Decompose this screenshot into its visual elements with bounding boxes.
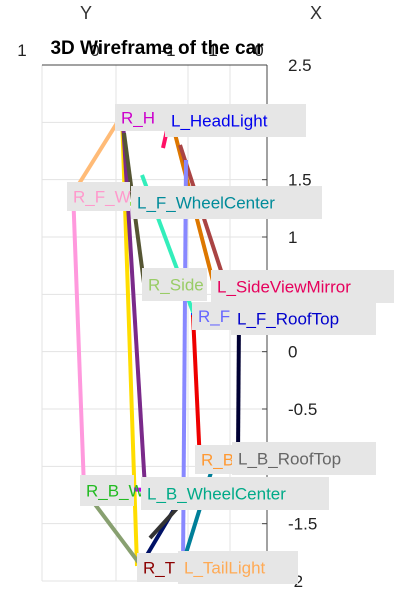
wireframe-segment-1: [75, 113, 124, 189]
point-label-bg: [165, 104, 306, 137]
z-tick-label: 1.5: [288, 171, 312, 190]
point-label-bg: [192, 302, 232, 330]
point-label-bg: [195, 445, 236, 474]
point-label: R_Side: [148, 276, 204, 295]
wireframe-segment-18: [92, 501, 141, 565]
point-label-bg: [131, 186, 322, 219]
point-label: L_TailLight: [184, 559, 266, 578]
point-label: R_F_W: [73, 188, 131, 207]
point-label-bg: [178, 551, 298, 584]
z-tick-label: -1.5: [288, 515, 317, 534]
chart-title: 3D Wireframe of the car: [50, 38, 264, 59]
top-tick-label: 1: [208, 41, 217, 60]
top-tick-label: 0: [254, 41, 263, 60]
wireframe-segment-4: [71, 189, 86, 489]
wireframe-segment-14: [236, 317, 241, 457]
point-labels: R_H L_HeadLight R_F_W L_F_WheelCenter R_Side…: [67, 104, 394, 584]
top-tick-label: 1: [17, 41, 26, 60]
point-label: R_T: [143, 559, 175, 578]
z-tick-label: -0.5: [288, 400, 317, 419]
point-label: L_F_RoofTop: [237, 310, 339, 329]
point-label-bg: [232, 442, 376, 475]
wireframe-segment-22: [148, 503, 182, 540]
point-label: R_B: [201, 451, 234, 470]
point-label-bg: [142, 268, 207, 301]
z-tick-label: 1: [288, 228, 297, 247]
point-label-bg: [67, 182, 130, 211]
point-label: R_B_W: [86, 482, 145, 501]
y-axis-name: Y: [80, 3, 92, 23]
z-tick-label: 2.5: [288, 56, 312, 75]
point-label: L_B_RoofTop: [238, 450, 341, 469]
x-axis-name: X: [310, 3, 322, 23]
point-label: L_F_WheelCenter: [137, 194, 275, 213]
point-label-bg: [80, 475, 134, 506]
point-label: L_B_WheelCenter: [147, 485, 286, 504]
top-tick-label: -1: [160, 41, 175, 60]
wireframe-segment-13: [191, 314, 202, 464]
point-label: R_H: [121, 109, 155, 128]
point-label-bg: [141, 477, 329, 510]
point-label: R_F: [198, 307, 230, 326]
point-label: L_HeadLight: [171, 112, 268, 131]
top-tick-label: 0: [90, 41, 99, 60]
point-label-bg: [115, 104, 165, 131]
point-label-bg: [137, 553, 179, 582]
point-label-bg: [231, 302, 376, 335]
z-tick-label: 0: [288, 343, 297, 362]
point-label: L_SideViewMirror: [217, 278, 351, 297]
point-label-bg: [211, 270, 394, 303]
